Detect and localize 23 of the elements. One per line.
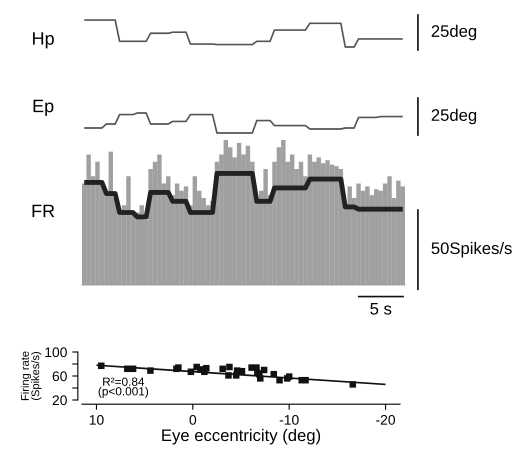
annotation: R²=0.84 xyxy=(103,378,144,386)
text: 5 s xyxy=(370,303,392,315)
y-tick-label: 20 xyxy=(52,395,67,406)
point xyxy=(219,366,226,372)
x-tick-label: 10 xyxy=(90,414,104,425)
point xyxy=(260,366,268,374)
text: 25deg xyxy=(432,108,476,124)
y-tick-label: 60 xyxy=(52,371,67,382)
y-axis-title: Firing rate (Spikes/s) xyxy=(20,351,42,400)
x-axis-title: Eye eccentricity (deg) xyxy=(162,428,320,444)
text: 25deg xyxy=(432,24,476,40)
x-tick-label: 0 xyxy=(190,414,196,425)
point xyxy=(203,364,210,372)
y-tick-label: 100 xyxy=(45,347,67,358)
point xyxy=(226,364,233,370)
y-axis-title: FR xyxy=(32,204,54,218)
y-axis-title: Ep xyxy=(34,100,54,116)
x-tick-label: -20 xyxy=(376,414,396,425)
y-axis-title: Hp xyxy=(33,32,54,48)
text: 50Spikes/s xyxy=(432,242,512,258)
x-tick-label: -10 xyxy=(280,414,299,425)
annotation: (p<0.001) xyxy=(98,386,148,398)
point xyxy=(238,368,246,374)
